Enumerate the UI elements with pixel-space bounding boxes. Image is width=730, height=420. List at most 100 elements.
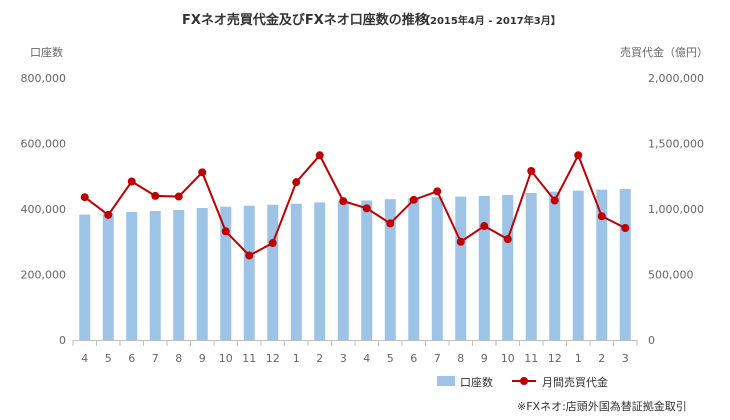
legend-bar-swatch (437, 376, 455, 386)
bar (290, 203, 302, 340)
series-point (433, 187, 442, 196)
series-line (84, 152, 626, 257)
bar (173, 209, 185, 340)
left-tick-label: 400,000 (21, 203, 67, 216)
x-tick-label: 10 (219, 352, 233, 365)
line-series (80, 151, 630, 260)
bar (431, 197, 443, 340)
x-tick-label: 3 (622, 352, 629, 365)
series-point (550, 196, 559, 205)
x-tick-label: 9 (481, 352, 488, 365)
x-tick-label: 6 (128, 352, 135, 365)
bar (478, 195, 490, 340)
left-tick-label: 0 (59, 334, 66, 347)
series-point (174, 192, 183, 201)
left-axis-label: 口座数 (30, 45, 63, 59)
x-tick-label: 5 (387, 352, 394, 365)
series-point (151, 191, 160, 200)
legend-line-marker (520, 377, 528, 385)
bar (126, 211, 138, 340)
series-point (409, 195, 418, 204)
x-tick-label: 8 (175, 352, 182, 365)
bar (149, 210, 161, 340)
series-point (456, 237, 465, 246)
x-tick-label: 5 (105, 352, 112, 365)
legend-line-label: 月間売買代金 (542, 375, 608, 389)
x-tick-label: 1 (293, 352, 300, 365)
x-tick-label: 11 (524, 352, 538, 365)
x-tick-label: 4 (363, 352, 370, 365)
right-tick-label: 1,000,000 (648, 203, 704, 216)
series-point (480, 222, 489, 231)
right-tick-label: 2,000,000 (648, 72, 704, 85)
x-tick-label: 7 (152, 352, 159, 365)
x-tick-label: 2 (598, 352, 605, 365)
legend: 口座数 月間売買代金 (437, 375, 608, 389)
bar (196, 208, 208, 340)
bar (243, 205, 255, 340)
x-tick-label: 8 (457, 352, 464, 365)
series-point (198, 168, 207, 177)
right-axis-label: 売買代金（億円） (620, 45, 708, 59)
x-tick-label: 2 (316, 352, 323, 365)
right-tick-label: 500,000 (648, 269, 694, 282)
x-axis (72, 340, 638, 346)
bar (549, 191, 561, 340)
bar (314, 202, 326, 340)
series-point (80, 193, 89, 202)
right-axis: 2,000,000 1,500,000 1,000,000 500,000 0 (648, 72, 704, 347)
series-point (386, 219, 395, 228)
series-point (127, 177, 136, 186)
right-tick-label: 0 (648, 334, 655, 347)
series-point (221, 227, 230, 236)
series-point (315, 151, 324, 160)
x-tick-label: 12 (266, 352, 280, 365)
x-tick-label: 1 (575, 352, 582, 365)
bar (502, 194, 514, 340)
bar (408, 198, 420, 340)
x-tick-label: 9 (199, 352, 206, 365)
bar-series (79, 189, 631, 340)
bar (220, 206, 232, 340)
series-point (503, 235, 512, 244)
series-point (362, 204, 371, 213)
right-tick-label: 1,500,000 (648, 138, 704, 151)
bar (267, 204, 279, 340)
bar (384, 199, 396, 340)
chart-period: 【2015年4月 - 2017年3月】 (420, 14, 561, 27)
series-point (597, 212, 606, 221)
series-point (574, 151, 583, 160)
series-point (268, 239, 277, 248)
left-tick-label: 800,000 (21, 72, 67, 85)
x-tick-label: 12 (548, 352, 562, 365)
chart-title: FXネオ売買代金及びFXネオ口座数の推移 (182, 12, 428, 28)
left-tick-label: 600,000 (21, 138, 67, 151)
x-tick-label: 10 (501, 352, 515, 365)
x-tick-label: 4 (81, 352, 88, 365)
series-point (104, 210, 113, 219)
x-tick-label: 6 (410, 352, 417, 365)
x-tick-label: 3 (340, 352, 347, 365)
series-point (527, 167, 536, 176)
footnote: ※FXネオ:店頭外国為替証拠金取引 (517, 399, 687, 413)
x-axis-labels: 4 5 6 7 8 9 10 11 12 1 2 3 4 5 6 7 8 9 10 11 12 1 2 3 (81, 352, 629, 365)
x-tick-label: 11 (242, 352, 256, 365)
series-point (621, 223, 630, 232)
bar (619, 189, 631, 340)
series-point (339, 197, 348, 206)
x-tick-label: 7 (434, 352, 441, 365)
bar (361, 200, 373, 340)
series-point (292, 178, 301, 187)
bar (525, 192, 537, 340)
bar (455, 196, 467, 340)
bar (102, 213, 114, 340)
left-tick-label: 200,000 (21, 269, 67, 282)
series-point (245, 251, 254, 260)
legend-bar-label: 口座数 (460, 375, 493, 389)
bar (572, 190, 584, 340)
left-axis: 800,000 600,000 400,000 200,000 0 (21, 72, 67, 347)
bar (337, 201, 349, 340)
bar (79, 214, 91, 340)
bar (596, 189, 608, 340)
